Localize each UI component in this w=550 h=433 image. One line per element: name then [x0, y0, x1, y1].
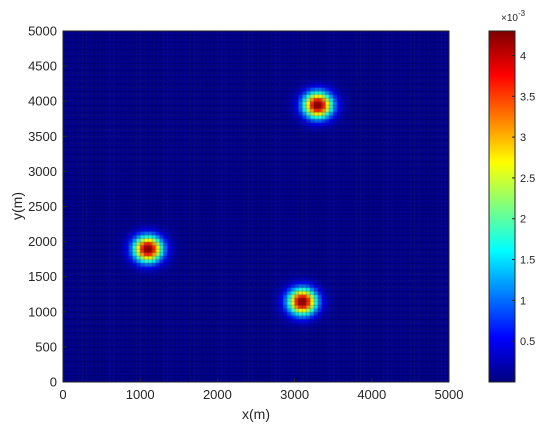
colorbar-gradient	[489, 31, 515, 382]
y-tick-label: 1500	[28, 269, 57, 284]
y-tick-label: 4000	[28, 94, 57, 109]
y-tick-label: 500	[35, 339, 57, 354]
y-tick-label: 3000	[28, 164, 57, 179]
colorbar-tick-label: 2	[520, 214, 526, 226]
y-axis-ticks: 0 500 1000 1500 2000 2500 3000 3500 4000 4500 5000	[28, 24, 67, 390]
x-tick-label: 5000	[435, 387, 464, 402]
colorbar-tick-label: 2.5	[520, 173, 535, 185]
y-tick-label: 0	[50, 375, 57, 390]
colorbar-ticks: 0.5 1 1.5 2 2.5 3 3.5 4	[512, 50, 535, 348]
x-tick-label: 2000	[203, 387, 232, 402]
colorbar-multiplier-base: ×10	[501, 13, 518, 24]
colorbar-multiplier: ×10-3	[501, 9, 526, 24]
x-tick-label: 0	[59, 387, 66, 402]
y-tick-label: 3500	[28, 129, 57, 144]
colorbar-tick-label: 4	[520, 50, 526, 62]
colorbar-tick-label: 1.5	[520, 255, 535, 267]
y-tick-label: 1000	[28, 304, 57, 319]
x-tick-label: 3000	[280, 387, 309, 402]
plot-axes	[62, 30, 516, 383]
y-tick-label: 2500	[28, 199, 57, 214]
y-tick-label: 2000	[28, 234, 57, 249]
colorbar-border	[488, 30, 516, 383]
y-tick-label: 5000	[28, 24, 57, 39]
colorbar-tick-label: 3.5	[520, 91, 535, 103]
y-axis-label: y(m)	[9, 192, 25, 220]
colorbar-tick-label: 3	[520, 132, 526, 144]
colorbar-tick-label: 1	[520, 295, 526, 307]
x-tick-label: 4000	[357, 387, 386, 402]
x-tick-label: 1000	[126, 387, 155, 402]
x-axis-label: x(m)	[242, 406, 270, 422]
colorbar-exponent: -3	[518, 9, 526, 18]
heatmap-plot	[63, 31, 449, 382]
y-tick-label: 4500	[28, 59, 57, 74]
colorbar-tick-label: 0.5	[520, 336, 535, 348]
x-axis-ticks: 0 1000 2000 3000 4000 5000	[59, 378, 463, 402]
plot-border	[62, 30, 450, 383]
